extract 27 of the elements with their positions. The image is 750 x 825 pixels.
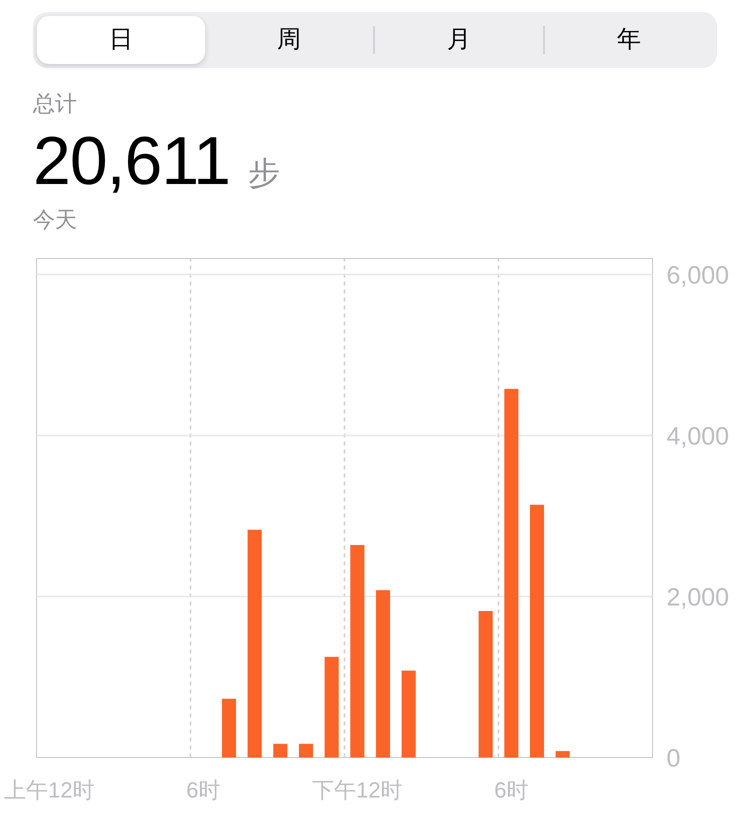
chart-subtitle: 今天 [33, 206, 78, 234]
bar [273, 744, 288, 758]
bar [298, 744, 314, 758]
text: 月 [446, 24, 472, 55]
y-tick-label: 2,000 [666, 584, 730, 612]
bar [556, 751, 570, 758]
bar [504, 388, 518, 758]
x-tick-label: 6时 [186, 778, 220, 802]
y-tick-label: 6,000 [666, 262, 730, 290]
text: 周 [276, 24, 302, 55]
x-tick-label: 6时 [494, 778, 528, 802]
bar [324, 656, 339, 758]
text: 日 [37, 16, 205, 64]
y-tick-label: 4,000 [666, 422, 730, 451]
text: 总计 [33, 90, 78, 118]
bar [530, 504, 544, 758]
bar [222, 698, 236, 758]
x-tick-label: 上午12时 [4, 778, 95, 802]
chart-title: 20,611 步 [33, 123, 280, 199]
text: 年 [616, 24, 642, 55]
bar [478, 611, 493, 758]
bar [350, 545, 364, 758]
bar [248, 530, 262, 758]
bar [376, 590, 390, 758]
y-tick-label: 0 [666, 744, 680, 772]
bar [402, 670, 416, 758]
x-tick-label: 下午12时 [312, 778, 403, 802]
